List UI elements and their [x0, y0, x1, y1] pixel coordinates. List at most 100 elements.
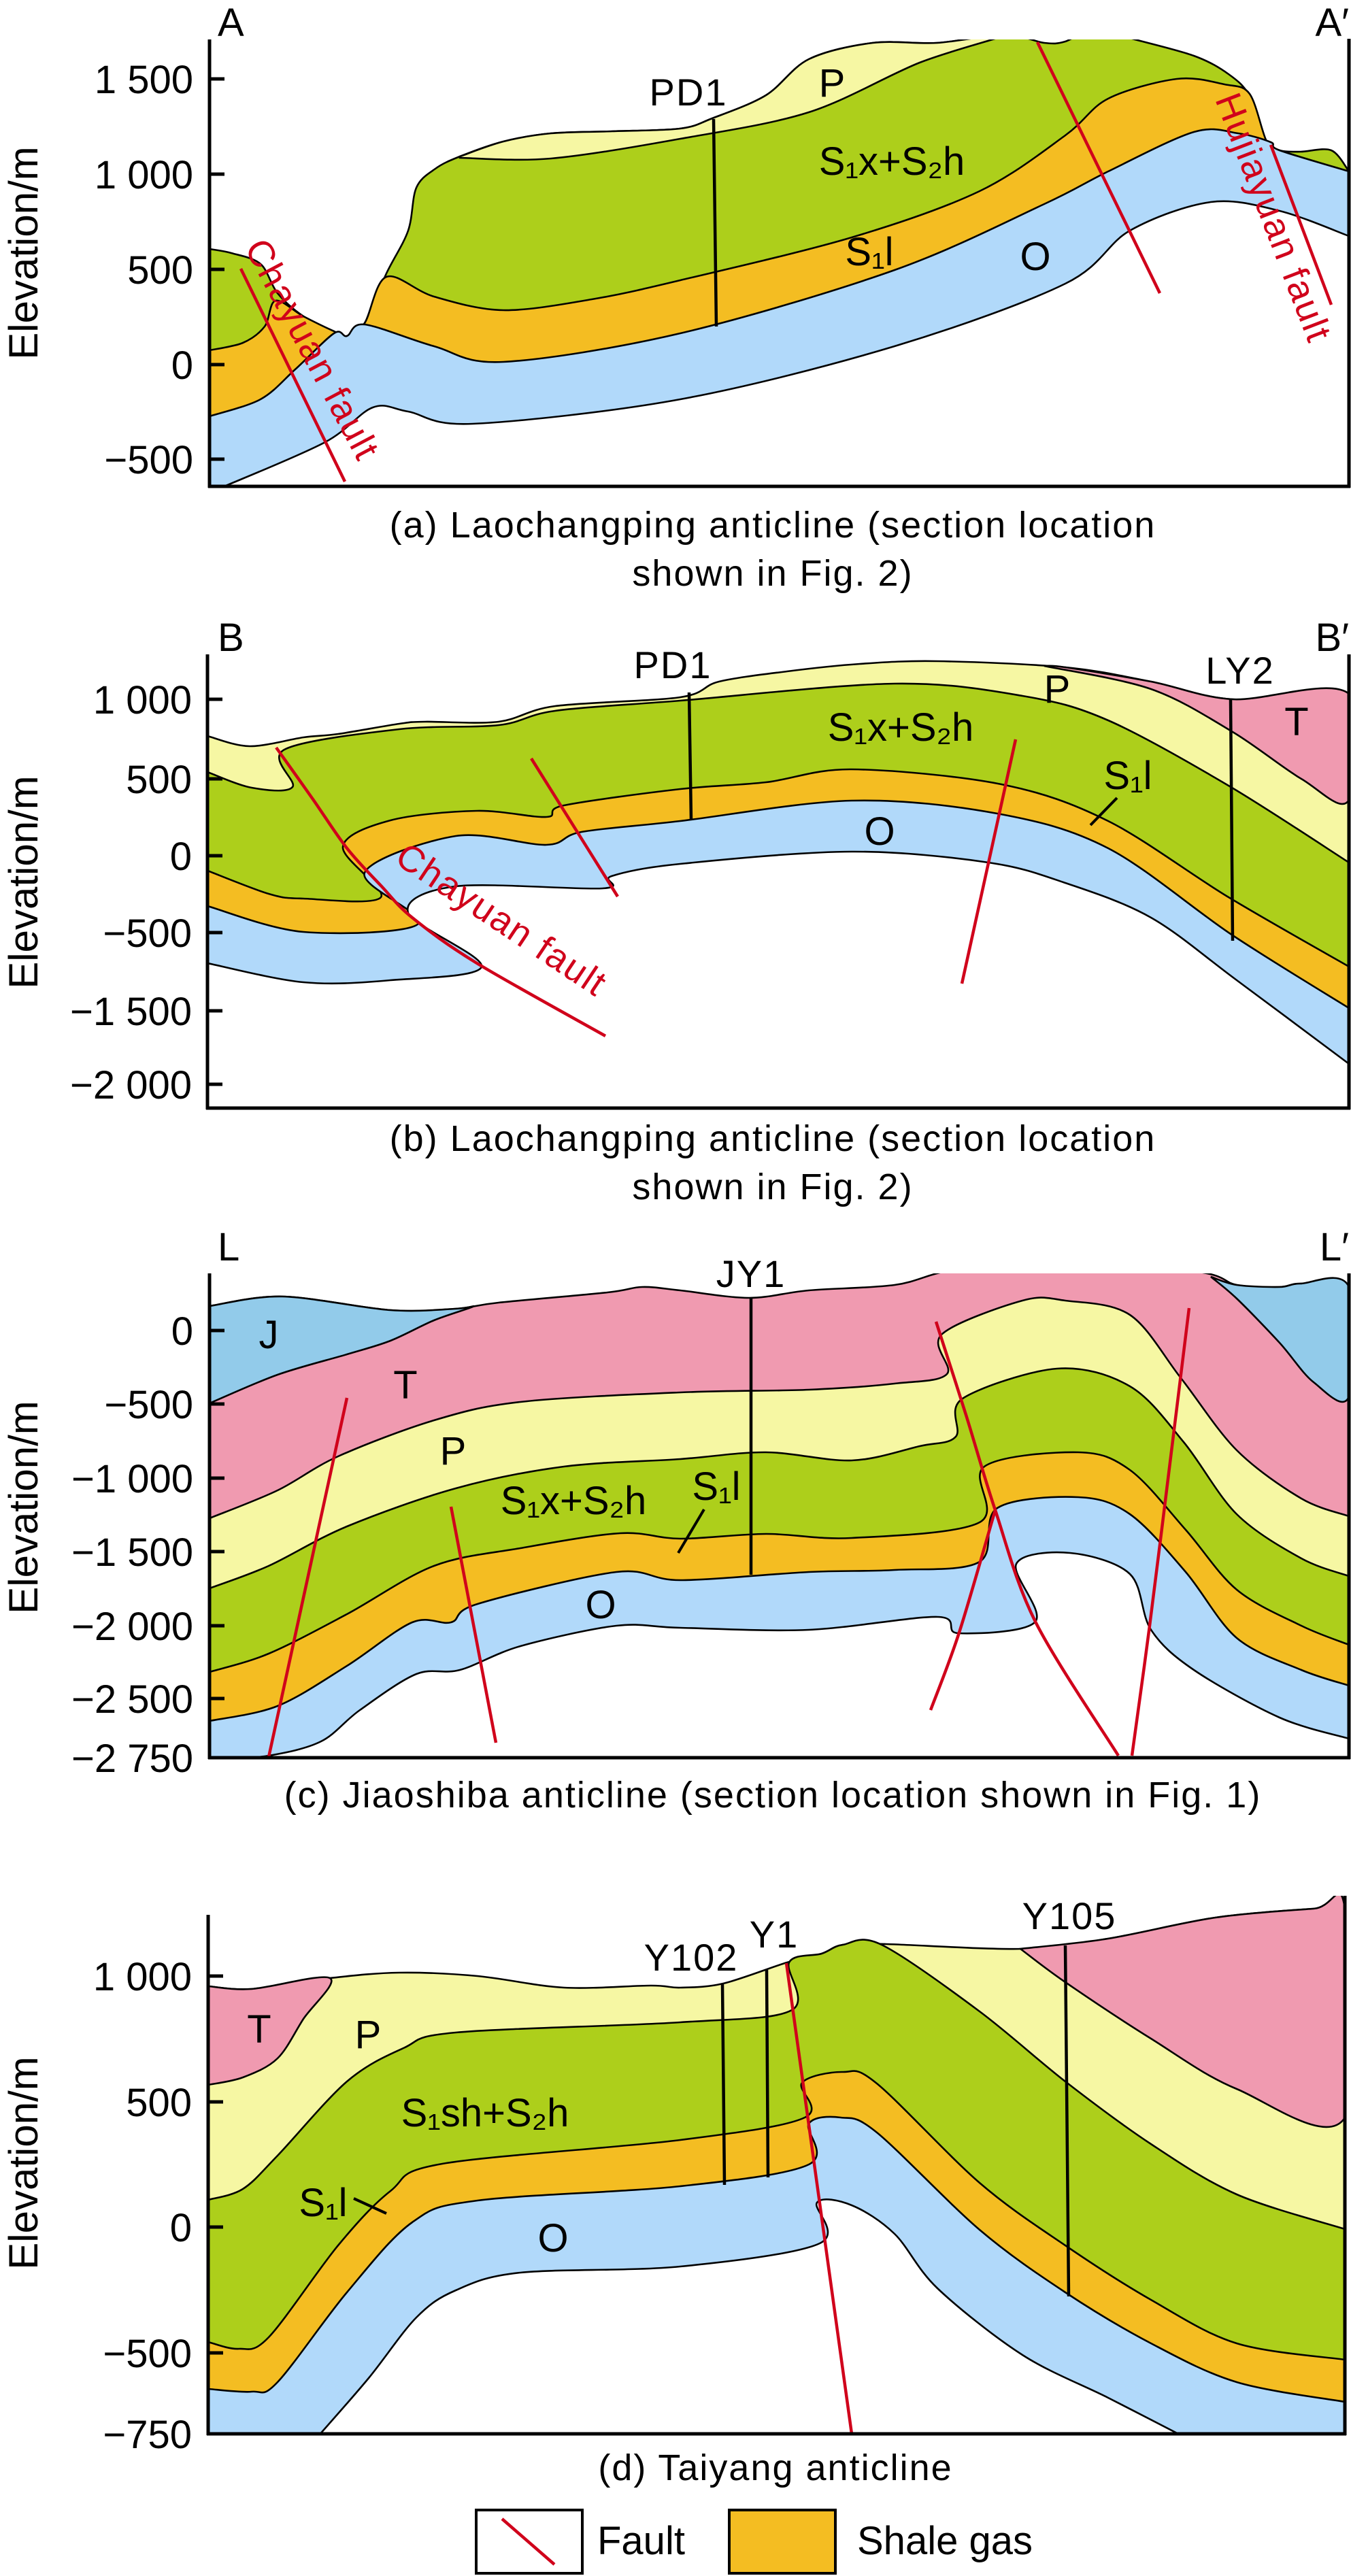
fault-line	[784, 1962, 854, 2434]
layer-t-right-boundary	[1018, 1896, 1345, 2128]
unit-label-p: P	[440, 1429, 467, 1473]
panel-b-caption-line-1: (b) Laochangping anticline (section loca…	[390, 1118, 1156, 1159]
layer-o-boundary	[210, 128, 1349, 418]
layer-basement-blank	[224, 201, 1349, 486]
panel-d-ticks: 1 000 500 0 −500 −750	[93, 1955, 223, 2457]
panel-c: 0 −500 −1 000 −1 500 −2 000 −2 500 −2 75…	[1, 1225, 1351, 1816]
tick-label: −500	[103, 911, 192, 956]
panel-c-strata	[210, 1273, 1349, 1758]
s1l-leader-line	[353, 2197, 387, 2215]
unit-label-o: O	[585, 1583, 616, 1627]
unit-label-s1sh-s2h: S₁sh+S₂h	[401, 2091, 569, 2135]
panel-b-ticks: 1 000 500 0 −500 −1 500 −2 000	[70, 678, 222, 1107]
tick-label: 500	[127, 248, 193, 292]
unit-label-s1l: S₁l	[692, 1465, 740, 1509]
tick-label: −2 500	[71, 1677, 193, 1722]
section-start-label-b: B	[218, 616, 244, 660]
layer-s1l-shale-gas-boundary	[207, 768, 1349, 968]
unit-label-o: O	[1020, 235, 1050, 279]
well-label-pd1: PD1	[650, 71, 728, 114]
s1l-leader-line	[1089, 797, 1118, 826]
well-label-y102: Y102	[644, 1936, 739, 1979]
layer-t-lens-boundary	[1044, 665, 1349, 805]
fault-chayuan-line	[275, 746, 607, 1037]
well-label-y105: Y105	[1022, 1894, 1117, 1937]
layer-t-left-boundary	[208, 1976, 333, 2086]
layer-o-boundary	[208, 2115, 1345, 2403]
layer-s1l-shale-gas-boundary	[208, 2070, 1345, 2361]
section-end-label-a: A′	[1315, 1, 1349, 45]
layer-basement-blank	[252, 1552, 1349, 1758]
fault-line	[267, 1397, 349, 1758]
tick-label: 1 000	[93, 678, 192, 722]
unit-label-p: P	[355, 2013, 382, 2057]
section-end-label-b: B′	[1315, 616, 1349, 660]
layer-s1sh-s2h-boundary	[208, 1939, 1345, 2230]
layer-s1l-shale-gas-boundary	[210, 77, 1349, 352]
layer-s1l-shale-gas-boundary	[210, 1451, 1349, 1673]
tick-label: −2 000	[70, 1063, 192, 1107]
layer-s1x-s2h-boundary	[207, 682, 1349, 864]
fault-small-line	[530, 757, 619, 898]
legend-item-fault: Fault	[475, 2509, 685, 2575]
unit-label-p: P	[1044, 667, 1071, 712]
tick-label: 0	[170, 2206, 192, 2250]
panel-a: 1 500 1 000 500 0 −500 Elevation/m A A′ …	[1, 1, 1351, 594]
well-label-y1: Y1	[750, 1913, 799, 1956]
layer-basement-blank-boundary	[222, 200, 1349, 486]
panel-b-caption-line-2: shown in Fig. 2)	[632, 1167, 913, 1207]
well-pd1-line	[712, 118, 718, 327]
tick-label: 1 500	[95, 58, 193, 102]
section-start-label-a: A	[218, 1, 244, 45]
panel-b-y-axis-title: Elevation/m	[1, 775, 46, 988]
layer-basement-blank-boundary	[207, 850, 1349, 1065]
panel-a-caption-line-1: (a) Laochangping anticline (section loca…	[390, 505, 1156, 546]
shale-gas-swatch-icon	[728, 2509, 837, 2575]
tick-label: −500	[104, 438, 193, 482]
well-ly2-line	[1229, 699, 1235, 941]
layer-j-left-boundary	[210, 1295, 475, 1405]
unit-label-t: T	[1284, 700, 1308, 744]
tick-label: −2 000	[71, 1605, 193, 1649]
fault-middle-line	[1035, 41, 1162, 294]
section-end-label-c: L′	[1320, 1225, 1349, 1269]
panel-d-strata	[208, 1896, 1345, 2434]
well-y105-line	[1063, 1945, 1071, 2297]
panel-d: 1 000 500 0 −500 −750 Elevation/m Y102 Y…	[1, 1894, 1347, 2488]
unit-label-s1x-s2h: S₁x+S₂h	[501, 1479, 647, 1523]
tick-label: 0	[171, 1309, 193, 1354]
unit-label-s1x-s2h: S₁x+S₂h	[828, 705, 974, 750]
unit-label-t: T	[247, 2007, 271, 2052]
panel-b-strata	[207, 660, 1349, 1108]
tick-label: 0	[170, 835, 192, 879]
legend-label-fault: Fault	[597, 2519, 685, 2563]
fault-hujiayuan-line	[1269, 144, 1333, 305]
panel-d-caption: (d) Taiyang anticline	[598, 2447, 952, 2488]
tick-label: −500	[104, 1383, 193, 1427]
legend-label-shale-gas: Shale gas	[857, 2519, 1033, 2563]
well-y1-line	[765, 1969, 770, 2178]
panel-c-caption: (c) Jiaoshiba anticline (section locatio…	[284, 1775, 1262, 1816]
unit-label-s1x-s2h: S₁x+S₂h	[819, 139, 965, 184]
fault-chayuan-line	[239, 268, 347, 482]
unit-label-s1l: S₁l	[299, 2181, 347, 2225]
unit-label-s1l: S₁l	[1103, 754, 1152, 798]
fault-line	[1130, 1307, 1191, 1756]
layer-j-right	[1211, 1277, 1349, 1402]
panel-a-y-axis-title: Elevation/m	[1, 146, 46, 359]
tick-label: 1 000	[93, 1955, 192, 1999]
panel-a-strata	[210, 39, 1349, 486]
layer-s1x-s2h-boundary	[210, 1367, 1349, 1590]
panel-a-caption-line-2: shown in Fig. 2)	[632, 553, 913, 594]
fault-line	[934, 1321, 1120, 1757]
tick-label: −750	[103, 2413, 192, 2457]
fault-line	[449, 1506, 498, 1743]
fault-middle-line	[960, 739, 1018, 984]
panel-a-ticks: 1 500 1 000 500 0 −500	[95, 58, 224, 482]
unit-label-t: T	[393, 1363, 417, 1407]
layer-p-lens-boundary	[458, 39, 996, 161]
layer-t-left	[208, 1977, 332, 2085]
well-label-pd1: PD1	[634, 643, 712, 686]
layer-t-lens	[1044, 665, 1349, 804]
